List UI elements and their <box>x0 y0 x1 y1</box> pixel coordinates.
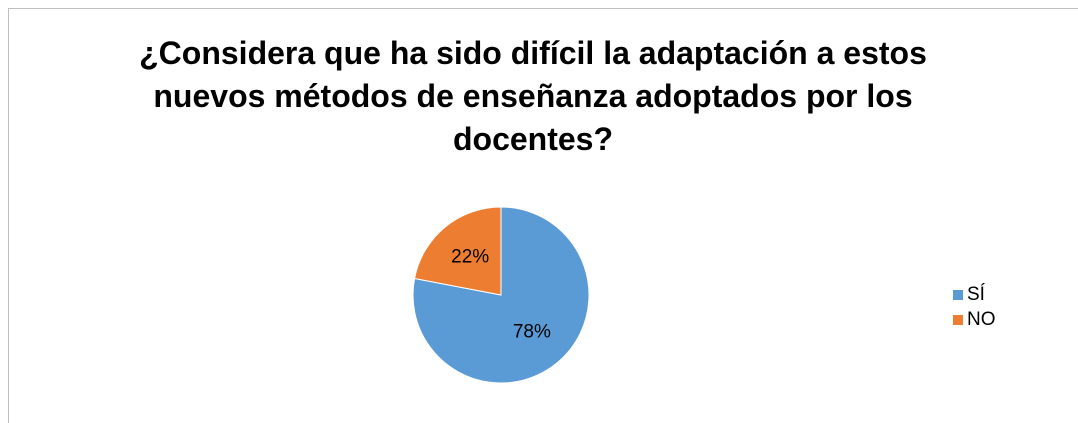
chart-border <box>8 8 1078 423</box>
chart-title: ¿Considera que ha sido difícil la adapta… <box>139 35 927 157</box>
legend-swatch <box>953 290 963 300</box>
legend-swatch <box>953 315 963 325</box>
legend-label: NO <box>967 309 996 330</box>
data-label: 78% <box>513 321 551 342</box>
legend-label: SÍ <box>967 284 986 305</box>
pie-slice <box>413 206 502 296</box>
data-label: 22% <box>451 247 489 268</box>
